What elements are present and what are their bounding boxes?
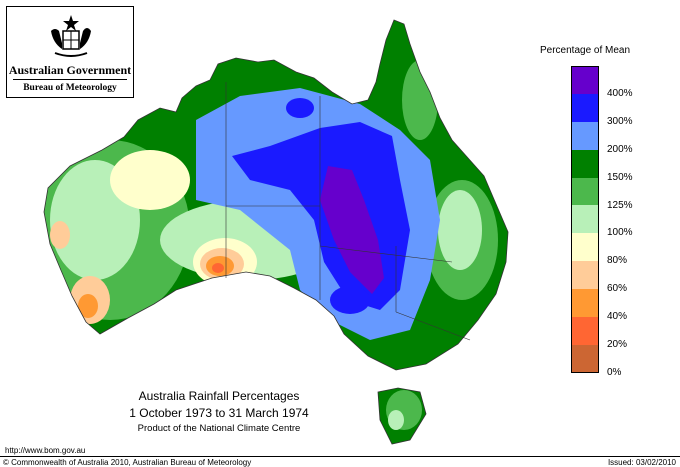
coat-of-arms-icon — [51, 15, 91, 57]
bom-logo: Australian Government Bureau of Meteorol… — [6, 6, 134, 98]
bureau-label: Bureau of Meteorology — [23, 83, 117, 93]
legend — [571, 66, 599, 373]
legend-swatch — [571, 149, 599, 178]
legend-swatch — [571, 177, 599, 206]
legend-title: Percentage of Mean — [540, 45, 631, 56]
legend-swatch — [571, 344, 599, 373]
legend-swatch — [571, 121, 599, 150]
legend-swatch — [571, 66, 599, 94]
legend-swatch — [571, 289, 599, 318]
legend-label: 200% — [607, 143, 633, 155]
legend-label: 20% — [607, 339, 628, 350]
legend-swatch — [571, 261, 599, 290]
legend-label: 40% — [607, 311, 628, 323]
product-credit: Product of the National Climate Centre — [137, 423, 301, 434]
legend-label: 125% — [607, 199, 633, 211]
legend-label: 100% — [607, 227, 633, 239]
legend-label: 60% — [607, 283, 628, 295]
issued-date: Issued: 03/02/2010 — [607, 458, 676, 467]
state-borders — [225, 82, 471, 341]
legend-swatch — [571, 233, 599, 262]
legend-label: 400% — [607, 87, 633, 99]
logo-divider — [13, 79, 127, 80]
map-period: 1 October 1973 to 31 March 1974 — [129, 406, 309, 420]
map-title: Australia Rainfall Percentages — [138, 389, 300, 403]
legend-label: 0% — [607, 366, 622, 378]
legend-swatch — [571, 317, 599, 345]
website-link[interactable]: http://www.bom.gov.au — [5, 446, 86, 455]
government-label: Australian Government — [8, 63, 132, 77]
legend-label: 300% — [607, 115, 633, 127]
legend-swatch — [571, 205, 599, 234]
copyright-text: © Commonwealth of Australia 2010, Austra… — [3, 458, 252, 467]
legend-label: 150% — [607, 171, 633, 183]
legend-swatch — [571, 93, 599, 122]
footer-divider — [0, 456, 680, 457]
legend-label: 80% — [607, 255, 628, 267]
